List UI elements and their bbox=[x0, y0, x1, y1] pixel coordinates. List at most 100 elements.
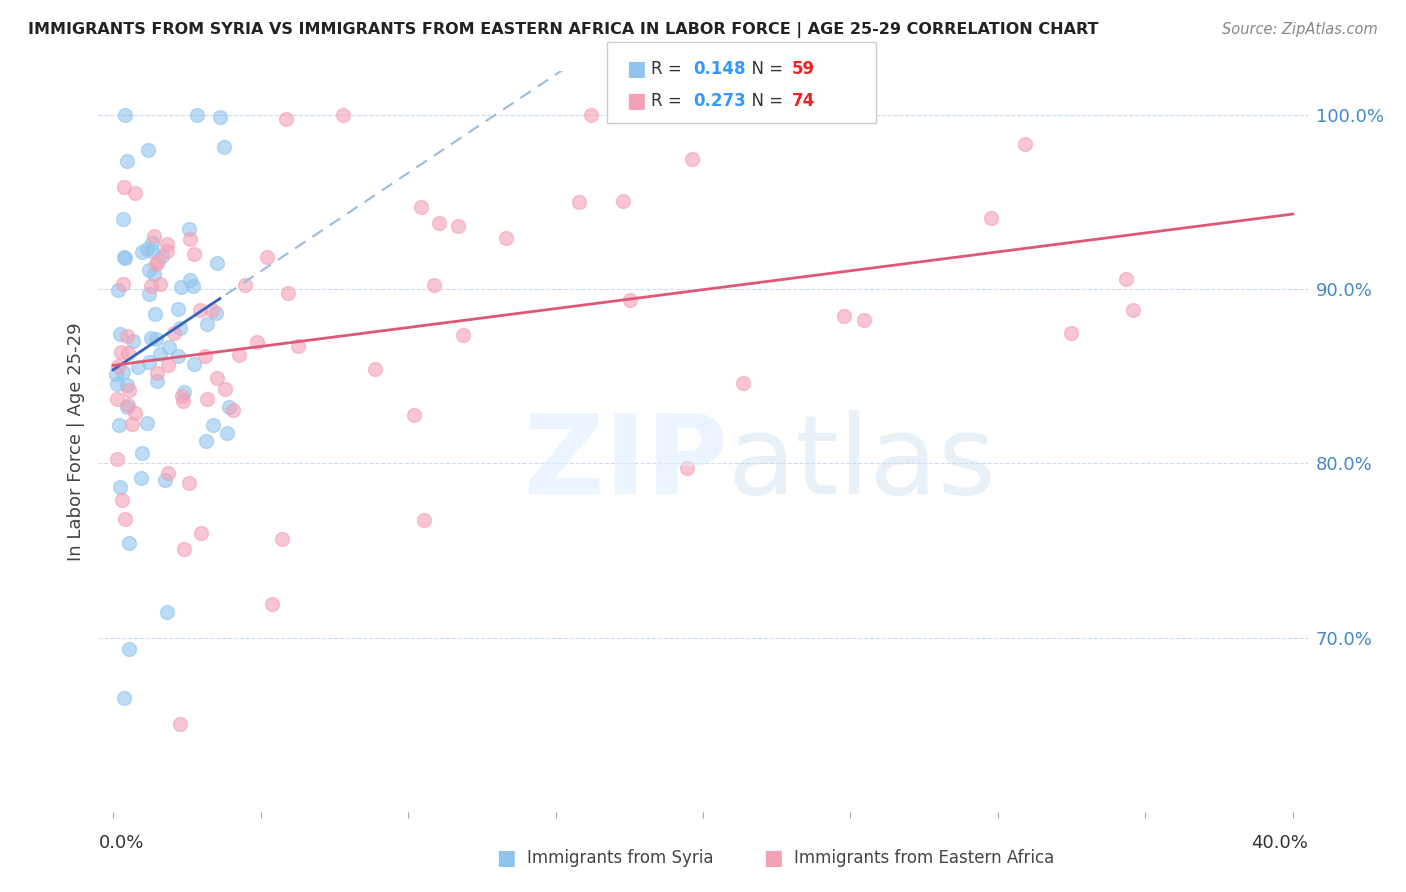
Point bbox=[146, 366, 169, 380]
Text: ■: ■ bbox=[626, 91, 645, 111]
Point bbox=[143, 308, 166, 322]
Point bbox=[112, 212, 135, 227]
Point bbox=[246, 335, 269, 350]
Point bbox=[117, 153, 139, 168]
Point bbox=[179, 273, 201, 287]
Point bbox=[108, 327, 131, 342]
Text: 0.0%: 0.0% bbox=[98, 834, 143, 852]
Point bbox=[117, 400, 139, 414]
Point bbox=[122, 334, 145, 348]
Point bbox=[980, 211, 1002, 226]
Point bbox=[124, 186, 146, 200]
Point bbox=[105, 392, 128, 406]
Point bbox=[177, 222, 200, 236]
Point bbox=[277, 285, 299, 300]
Text: ■: ■ bbox=[496, 848, 516, 868]
Point bbox=[173, 384, 195, 399]
Point bbox=[495, 231, 517, 245]
Point bbox=[188, 303, 211, 318]
Point bbox=[205, 305, 228, 319]
Point bbox=[118, 383, 141, 397]
Point bbox=[233, 277, 256, 292]
Point bbox=[170, 389, 193, 403]
Text: 0.273: 0.273 bbox=[693, 92, 747, 110]
Text: Immigrants from Eastern Africa: Immigrants from Eastern Africa bbox=[794, 849, 1054, 867]
Point bbox=[163, 326, 186, 340]
Point bbox=[141, 244, 163, 258]
Text: 59: 59 bbox=[792, 60, 814, 78]
Point bbox=[155, 473, 177, 487]
Text: N =: N = bbox=[741, 60, 789, 78]
Point bbox=[731, 376, 754, 391]
Text: ■: ■ bbox=[626, 59, 645, 78]
Point bbox=[167, 301, 190, 316]
Point bbox=[183, 357, 205, 371]
Point bbox=[208, 110, 231, 124]
Text: IMMIGRANTS FROM SYRIA VS IMMIGRANTS FROM EASTERN AFRICA IN LABOR FORCE | AGE 25-: IMMIGRANTS FROM SYRIA VS IMMIGRANTS FROM… bbox=[28, 22, 1098, 38]
Point bbox=[111, 493, 134, 508]
Point bbox=[832, 309, 855, 323]
Point bbox=[619, 293, 641, 308]
Point bbox=[141, 331, 163, 345]
Point bbox=[194, 349, 217, 363]
Point bbox=[146, 374, 169, 388]
Point bbox=[274, 112, 297, 126]
Point bbox=[179, 232, 201, 246]
Point bbox=[136, 416, 159, 430]
Text: N =: N = bbox=[741, 92, 789, 110]
Point bbox=[179, 476, 201, 491]
Point bbox=[197, 392, 219, 407]
Point bbox=[131, 446, 153, 460]
Point bbox=[413, 513, 436, 527]
Point bbox=[146, 254, 169, 268]
Text: 0.148: 0.148 bbox=[693, 60, 745, 78]
Point bbox=[112, 180, 135, 194]
Text: R =: R = bbox=[651, 92, 688, 110]
Point bbox=[214, 140, 236, 154]
Point bbox=[139, 279, 162, 293]
Point bbox=[681, 152, 703, 166]
Point bbox=[270, 532, 292, 546]
Point bbox=[117, 346, 139, 360]
Point bbox=[1014, 137, 1036, 152]
Point bbox=[141, 235, 163, 250]
Point bbox=[427, 216, 450, 230]
Point bbox=[170, 279, 193, 293]
Point bbox=[852, 313, 875, 327]
Point bbox=[332, 108, 354, 122]
Point bbox=[195, 434, 218, 448]
Point bbox=[181, 279, 204, 293]
Point bbox=[201, 303, 224, 318]
Point bbox=[124, 406, 146, 420]
Point bbox=[287, 339, 309, 353]
Text: ZIP: ZIP bbox=[524, 410, 727, 517]
Point bbox=[129, 471, 152, 485]
Point bbox=[201, 418, 224, 433]
Point bbox=[1115, 272, 1137, 286]
Point bbox=[1060, 326, 1083, 340]
Point bbox=[136, 143, 159, 157]
Point bbox=[157, 466, 180, 480]
Point bbox=[173, 542, 195, 557]
Point bbox=[423, 278, 446, 293]
Point bbox=[411, 200, 433, 214]
Point bbox=[166, 349, 188, 363]
Point bbox=[404, 408, 426, 422]
Point bbox=[228, 348, 250, 362]
Point bbox=[145, 257, 167, 271]
Point bbox=[105, 377, 128, 392]
Point bbox=[107, 283, 129, 297]
Text: 74: 74 bbox=[792, 92, 815, 110]
Point bbox=[364, 362, 387, 376]
Point bbox=[138, 263, 160, 277]
Point bbox=[108, 480, 131, 494]
Point bbox=[142, 267, 165, 281]
Point bbox=[135, 243, 157, 257]
Point bbox=[447, 219, 470, 233]
Point bbox=[579, 108, 602, 122]
Point bbox=[214, 382, 236, 396]
Point bbox=[110, 344, 132, 359]
Point bbox=[138, 355, 160, 369]
Point bbox=[114, 251, 136, 265]
Point bbox=[143, 228, 166, 243]
